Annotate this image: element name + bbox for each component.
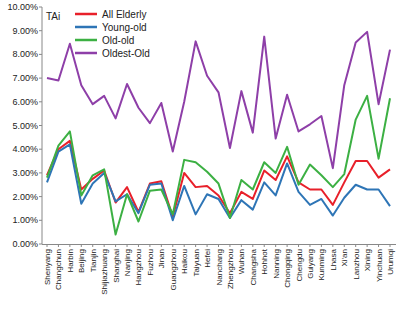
x-tick (161, 244, 162, 247)
series-line (47, 96, 390, 235)
lines (47, 32, 390, 235)
y-tick (39, 196, 42, 197)
annotation: TAi (46, 11, 60, 22)
x-tick-label: Hefei (203, 249, 212, 268)
y-tick-label: 2.00% (12, 192, 38, 202)
x-tick-label: Chengdu (295, 249, 304, 281)
x-tick-label: Fuzhou (146, 249, 155, 276)
y-tick-label: 0.00% (12, 239, 38, 249)
x-tick (184, 244, 185, 247)
chart: 0.00% 1.00% 2.00% 3.00% 4.00% 5.00% 6.00% 7.00%… (0, 0, 400, 319)
x-tick-label: Xining (363, 249, 372, 271)
x-tick (355, 244, 356, 247)
legend-label: Young-old (102, 22, 147, 33)
x-tick (378, 244, 379, 247)
x-tick-label: Zhengzhou (226, 249, 235, 289)
x-tick (207, 244, 208, 247)
x-tick (275, 244, 276, 247)
x-tick (172, 244, 173, 247)
y-tick-label: 3.00% (12, 168, 38, 178)
x-tick-label: Nanjing (123, 249, 132, 276)
legend: All Elderly Young-old Old-old Oldest-Old (75, 9, 150, 59)
x-tick-label: Guiyang (306, 249, 315, 279)
x-tick (138, 244, 139, 247)
y-tick (39, 78, 42, 79)
x-tick-label: Kunming (317, 249, 326, 281)
x-tick (69, 244, 70, 247)
x-tick-label: Jinan (157, 249, 166, 268)
x-tick (309, 244, 310, 247)
series-line (47, 32, 390, 168)
y-tick-label: 9.00% (12, 26, 38, 36)
y-tick (39, 7, 42, 8)
legend-label: All Elderly (102, 9, 146, 20)
x-tick-label: Changchun (54, 249, 63, 290)
y-tick-label: 8.00% (12, 49, 38, 59)
y-tick-label: 1.00% (12, 215, 38, 225)
x-tick-label: Nanning (272, 249, 281, 279)
y-tick (39, 220, 42, 221)
x-tick (149, 244, 150, 247)
x-tick-label: Beijing (77, 249, 86, 273)
x-tick (229, 244, 230, 247)
x-tick (390, 244, 391, 247)
legend-swatch (75, 26, 97, 29)
x-tick (58, 244, 59, 247)
x-tick-label: Taiyuan (192, 249, 201, 277)
x-tick-label: Shijiazhuang (100, 249, 109, 295)
x-tick-label: Harbin (66, 249, 75, 273)
legend-swatch (75, 52, 97, 55)
y-tick (39, 172, 42, 173)
x-tick-label: Shanghai (112, 249, 121, 283)
x-tick (298, 244, 299, 247)
legend-label: Oldest-Old (102, 48, 150, 59)
x-tick-label: Chongqing (283, 249, 292, 288)
y-tick-label: 7.00% (12, 73, 38, 83)
x-tick-label: Wuhan (237, 249, 246, 274)
x-tick-label: Urumqi (386, 249, 395, 275)
y-tick (39, 125, 42, 126)
y-tick-label: 6.00% (12, 97, 38, 107)
y-tick (39, 101, 42, 102)
y-tick-label: 10.00% (7, 2, 38, 12)
x-tick (241, 244, 242, 247)
x-tick-label: Tianjin (89, 249, 98, 272)
y-tick (39, 149, 42, 150)
y-tick (39, 30, 42, 31)
x-tick-label: Yinchuan (375, 249, 384, 282)
x-tick (252, 244, 253, 247)
x-tick (287, 244, 288, 247)
x-tick-label: Guangzhou (169, 249, 178, 290)
x-tick-label: Xi'an (340, 249, 349, 267)
y-tick (39, 244, 42, 245)
x-tick (127, 244, 128, 247)
x-tick (92, 244, 93, 247)
x-tick (195, 244, 196, 247)
y-tick-label: 4.00% (12, 144, 38, 154)
x-tick-label: Lanzhou (352, 249, 361, 280)
x-tick (81, 244, 82, 247)
x-tick-label: Nanchang (215, 249, 224, 285)
x-tick-label: Hohhot (260, 248, 269, 275)
x-tick (321, 244, 322, 247)
legend-label: Old-old (102, 35, 134, 46)
y-tick-label: 5.00% (12, 121, 38, 131)
x-tick (344, 244, 345, 247)
x-tick (332, 244, 333, 247)
legend-swatch (75, 39, 97, 42)
x-tick-label: Hangzhou (134, 249, 143, 285)
x-tick (218, 244, 219, 247)
x-tick (115, 244, 116, 247)
x-tick-label: Shenyang (43, 249, 52, 285)
x-tick-label: Lhasa (329, 248, 338, 270)
x-tick (104, 244, 105, 247)
x-tick (264, 244, 265, 247)
x-tick-label: Haikou (180, 249, 189, 274)
x-tick (367, 244, 368, 247)
x-tick-label: Changsha (249, 248, 258, 285)
x-tick (47, 244, 48, 247)
legend-swatch (75, 13, 97, 16)
y-tick (39, 54, 42, 55)
